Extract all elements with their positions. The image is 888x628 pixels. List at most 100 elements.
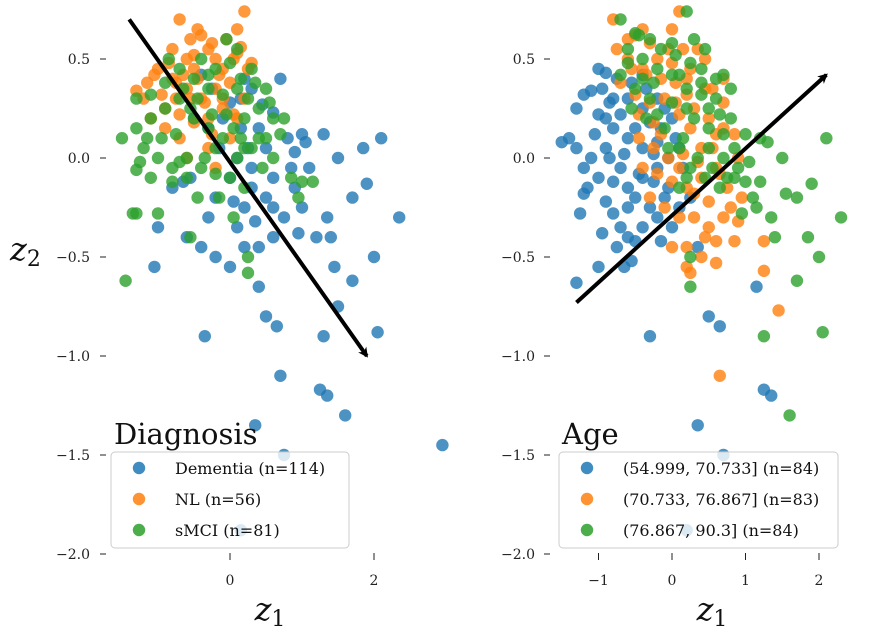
data-point bbox=[651, 167, 664, 181]
data-point bbox=[702, 221, 715, 234]
y-axis-label: z2 bbox=[9, 230, 41, 272]
legend-entry: sMCI (n=81) bbox=[175, 521, 280, 540]
y-tick-label: 0.0 bbox=[68, 151, 90, 167]
data-point bbox=[245, 62, 258, 76]
data-point bbox=[768, 231, 782, 244]
data-point bbox=[687, 211, 701, 224]
data-point bbox=[198, 151, 211, 165]
data-point bbox=[717, 151, 730, 165]
data-point bbox=[691, 151, 704, 165]
data-point bbox=[629, 82, 642, 95]
data-point bbox=[618, 147, 631, 161]
data-point bbox=[166, 42, 179, 56]
data-point bbox=[223, 171, 237, 184]
y-tick-label: 0.5 bbox=[68, 52, 90, 68]
legend-entry: (76.867, 90.3] (n=84) bbox=[623, 521, 799, 540]
data-point bbox=[321, 211, 334, 224]
data-point bbox=[673, 68, 686, 82]
data-point bbox=[231, 23, 244, 36]
data-point bbox=[610, 240, 624, 254]
data-point bbox=[180, 171, 193, 184]
data-point bbox=[592, 171, 605, 184]
data-point bbox=[328, 260, 341, 274]
data-point bbox=[647, 141, 660, 155]
x-axis-label-main: z bbox=[254, 590, 273, 628]
data-point bbox=[267, 151, 280, 165]
data-point bbox=[292, 191, 305, 204]
data-point bbox=[746, 191, 760, 204]
data-point bbox=[684, 56, 697, 70]
data-point bbox=[169, 128, 183, 141]
data-point bbox=[702, 102, 715, 115]
y-tick-label: −0.5 bbox=[501, 250, 535, 266]
data-point bbox=[277, 112, 291, 125]
data-point bbox=[295, 201, 309, 214]
data-point bbox=[162, 52, 175, 66]
data-point bbox=[735, 207, 749, 220]
legend-box bbox=[558, 451, 839, 549]
data-point bbox=[223, 260, 237, 274]
data-point bbox=[607, 207, 620, 220]
data-point bbox=[651, 62, 664, 76]
data-point bbox=[684, 122, 697, 135]
data-point bbox=[360, 177, 373, 190]
data-point bbox=[267, 112, 280, 125]
data-point bbox=[698, 52, 712, 66]
data-point bbox=[713, 108, 726, 121]
data-point bbox=[155, 88, 168, 101]
data-point bbox=[570, 276, 583, 289]
series-2-points bbox=[614, 5, 848, 422]
data-point bbox=[739, 128, 752, 141]
data-point bbox=[238, 240, 251, 254]
data-point bbox=[673, 141, 686, 155]
data-point bbox=[702, 141, 715, 155]
data-point bbox=[651, 52, 664, 66]
data-point bbox=[198, 330, 211, 343]
data-point bbox=[750, 280, 763, 293]
data-point bbox=[324, 231, 337, 244]
data-point bbox=[647, 76, 660, 89]
data-point bbox=[205, 36, 219, 50]
data-point bbox=[267, 231, 280, 244]
legend-box bbox=[110, 451, 350, 549]
data-point bbox=[220, 33, 233, 46]
data-point bbox=[805, 177, 818, 190]
diagnosis-panel: 0.50.0−0.5−1.0−1.5−2.00 2z1z2DiagnosisDem… bbox=[9, 5, 449, 628]
data-point bbox=[662, 151, 675, 165]
data-point bbox=[263, 96, 276, 109]
data-point bbox=[717, 128, 730, 141]
x-axis-label-main: z bbox=[696, 590, 715, 628]
data-point bbox=[173, 108, 186, 121]
legend-entry: Dementia (n=114) bbox=[175, 459, 325, 478]
data-point bbox=[130, 92, 143, 105]
data-point bbox=[252, 240, 265, 254]
data-point bbox=[238, 201, 251, 214]
data-point bbox=[680, 82, 693, 95]
data-point bbox=[684, 280, 697, 293]
data-point bbox=[709, 92, 723, 105]
data-point bbox=[570, 141, 583, 155]
data-point bbox=[658, 191, 671, 204]
data-point bbox=[367, 250, 381, 264]
data-point bbox=[227, 211, 240, 224]
data-point bbox=[728, 128, 741, 141]
data-point bbox=[816, 326, 829, 339]
data-point bbox=[654, 42, 668, 56]
y-tick-label: 0.5 bbox=[513, 52, 535, 68]
data-point bbox=[691, 240, 704, 254]
data-point bbox=[195, 52, 208, 66]
data-point bbox=[274, 72, 287, 86]
data-point bbox=[555, 135, 568, 149]
data-point bbox=[640, 112, 653, 125]
data-point bbox=[717, 68, 730, 82]
data-point bbox=[234, 132, 247, 145]
data-point bbox=[765, 389, 778, 402]
x-tick-label: 2 bbox=[370, 573, 379, 589]
data-point bbox=[252, 280, 265, 293]
data-point bbox=[573, 207, 587, 220]
data-point bbox=[371, 326, 384, 339]
data-point bbox=[728, 234, 741, 248]
y-axis-label-subscript: 2 bbox=[27, 247, 41, 272]
data-point bbox=[750, 201, 763, 214]
data-point bbox=[684, 161, 697, 175]
